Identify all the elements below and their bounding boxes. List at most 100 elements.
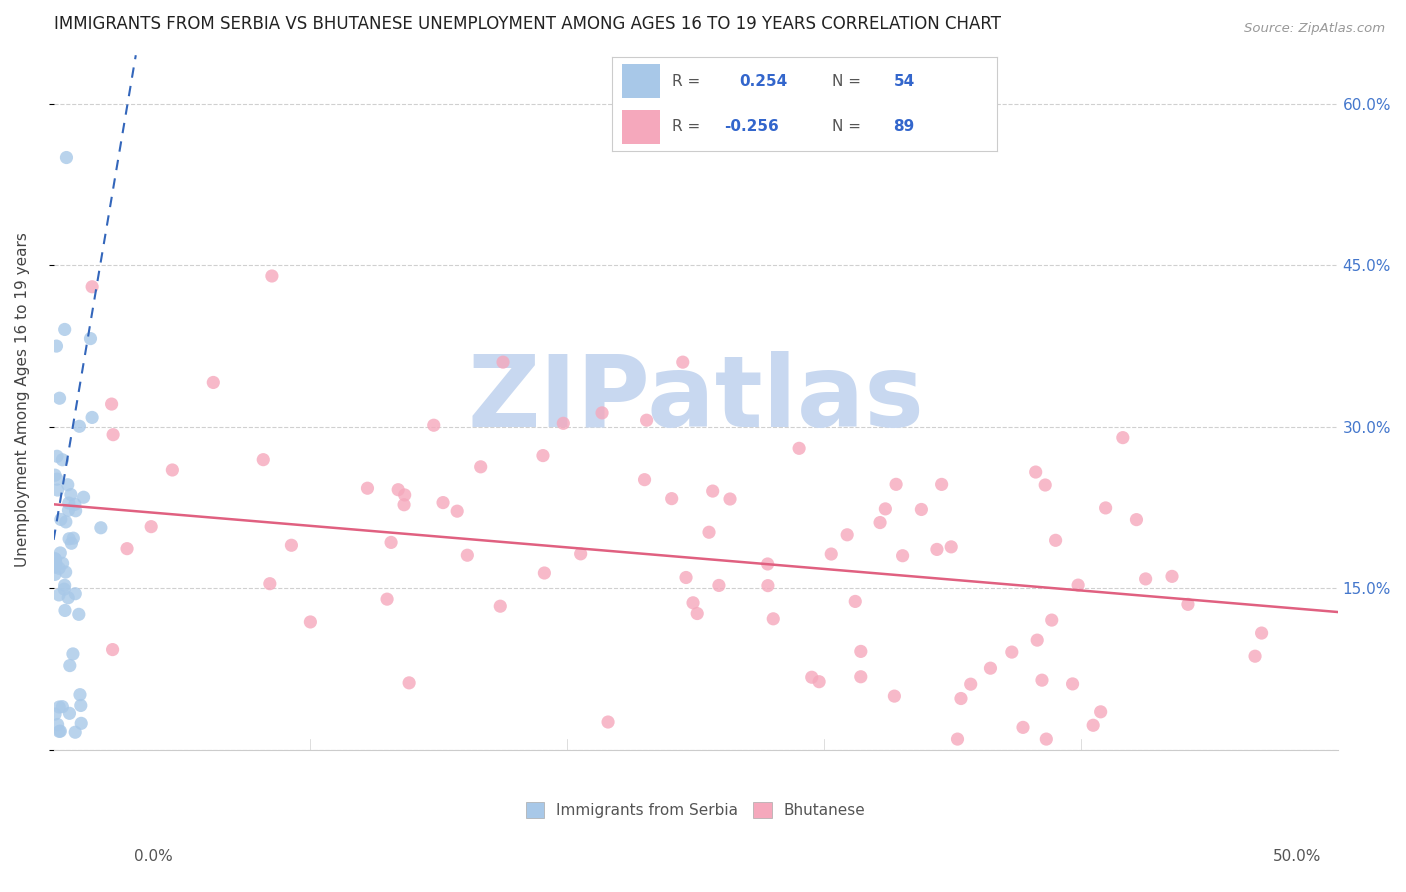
Point xyxy=(44,560,66,574)
Point xyxy=(636,413,658,427)
Point xyxy=(58,591,80,605)
Point xyxy=(959,677,981,691)
Y-axis label: Unemployment Among Ages 16 to 19 years: Unemployment Among Ages 16 to 19 years xyxy=(15,233,30,567)
Point xyxy=(762,612,785,626)
Point xyxy=(569,547,592,561)
Point xyxy=(533,566,555,580)
Point xyxy=(44,468,66,483)
Point xyxy=(53,603,76,617)
Legend: Immigrants from Serbia, Bhutanese: Immigrants from Serbia, Bhutanese xyxy=(519,796,872,824)
Point xyxy=(596,714,619,729)
Text: IMMIGRANTS FROM SERBIA VS BHUTANESE UNEMPLOYMENT AMONG AGES 16 TO 19 YEARS CORRE: IMMIGRANTS FROM SERBIA VS BHUTANESE UNEM… xyxy=(53,15,1001,33)
Point xyxy=(849,670,872,684)
Point xyxy=(63,725,86,739)
Point xyxy=(48,391,70,405)
Point xyxy=(260,268,283,283)
Point xyxy=(446,504,468,518)
Point xyxy=(394,488,416,502)
Point xyxy=(67,419,90,434)
Point xyxy=(375,592,398,607)
Point xyxy=(686,607,709,621)
Point xyxy=(875,501,897,516)
Point xyxy=(252,452,274,467)
Point xyxy=(46,483,69,497)
Point xyxy=(48,724,70,739)
Point xyxy=(1250,626,1272,640)
Point xyxy=(910,502,932,516)
Point xyxy=(1062,677,1084,691)
Point xyxy=(489,599,512,614)
Point xyxy=(53,582,76,596)
Point xyxy=(1035,732,1057,747)
Point xyxy=(756,579,779,593)
Point xyxy=(1026,633,1049,648)
Point xyxy=(82,279,104,293)
Point xyxy=(837,528,859,542)
Point xyxy=(58,496,80,510)
Point xyxy=(69,698,91,713)
Point xyxy=(65,587,87,601)
Point xyxy=(60,536,83,550)
Point xyxy=(46,472,69,486)
Point xyxy=(63,497,86,511)
Point xyxy=(931,477,953,491)
Point xyxy=(65,504,87,518)
Point xyxy=(591,406,613,420)
Point xyxy=(58,706,80,721)
Point xyxy=(48,700,70,714)
Point xyxy=(941,540,963,554)
Point xyxy=(869,516,891,530)
Point xyxy=(44,707,66,722)
Point xyxy=(1040,613,1063,627)
Point xyxy=(82,410,104,425)
Point xyxy=(62,531,84,545)
Point xyxy=(1161,569,1184,583)
Point xyxy=(1094,500,1116,515)
Point xyxy=(1045,533,1067,548)
Point xyxy=(1244,649,1267,664)
Point xyxy=(1031,673,1053,688)
Point xyxy=(79,332,101,346)
Point xyxy=(1083,718,1105,732)
Point xyxy=(115,541,138,556)
Point xyxy=(56,477,79,491)
Point xyxy=(141,519,163,533)
Text: ZIPatlas: ZIPatlas xyxy=(467,351,924,449)
Point xyxy=(844,594,866,608)
Point xyxy=(682,596,704,610)
Point xyxy=(69,688,91,702)
Point xyxy=(59,487,82,501)
Point xyxy=(1090,705,1112,719)
Point xyxy=(49,546,72,560)
Point xyxy=(492,355,515,369)
Point xyxy=(470,459,492,474)
Point xyxy=(100,397,122,411)
Text: 0.0%: 0.0% xyxy=(134,849,173,863)
Point xyxy=(299,615,322,629)
Point xyxy=(48,588,70,602)
Point xyxy=(808,674,831,689)
Point xyxy=(891,549,914,563)
Point xyxy=(432,495,454,509)
Point xyxy=(398,676,420,690)
Point xyxy=(949,691,972,706)
Point xyxy=(55,565,77,579)
Point xyxy=(1125,513,1147,527)
Text: 50.0%: 50.0% xyxy=(1274,849,1322,863)
Point xyxy=(72,490,94,504)
Point xyxy=(423,418,446,433)
Point xyxy=(702,484,724,499)
Point xyxy=(392,498,415,512)
Point xyxy=(59,658,82,673)
Point xyxy=(202,376,225,390)
Point xyxy=(90,521,112,535)
Point xyxy=(979,661,1001,675)
Point xyxy=(1135,572,1157,586)
Point xyxy=(67,607,90,622)
Point xyxy=(1033,478,1056,492)
Point xyxy=(49,724,72,739)
Point xyxy=(44,551,66,566)
Point xyxy=(849,644,872,658)
Point xyxy=(259,576,281,591)
Point xyxy=(1012,720,1035,734)
